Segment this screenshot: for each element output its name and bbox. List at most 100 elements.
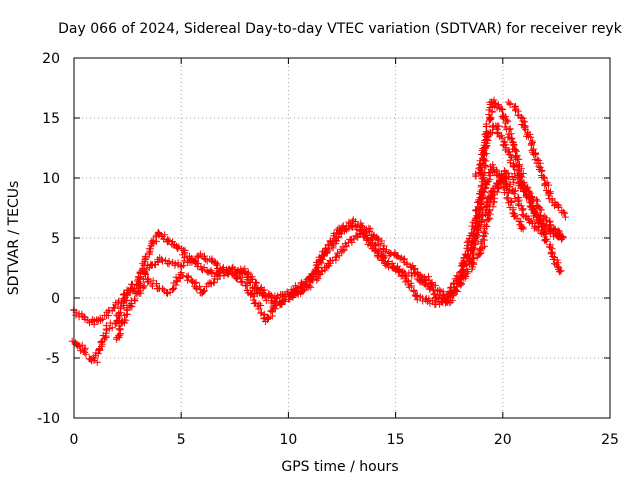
data-point	[260, 291, 268, 299]
data-point	[213, 261, 220, 269]
data-point	[288, 292, 295, 300]
data-point	[172, 281, 180, 289]
data-point	[509, 163, 517, 171]
data-point	[452, 286, 460, 294]
x-tick-label: 15	[387, 432, 405, 448]
data-point	[457, 274, 465, 282]
data-point	[233, 275, 241, 283]
data-point	[479, 154, 487, 162]
data-point	[538, 218, 546, 226]
y-tick-label: 5	[51, 231, 60, 247]
x-tick-label: 20	[494, 432, 512, 448]
data-point	[247, 291, 254, 299]
data-point	[518, 183, 526, 190]
data-point	[470, 254, 478, 262]
data-point	[237, 278, 245, 286]
chart-title: Day 066 of 2024, Sidereal Day-to-day VTE…	[58, 21, 623, 37]
data-point	[238, 278, 246, 285]
data-point	[410, 288, 418, 296]
data-point	[544, 191, 552, 199]
data-point	[216, 269, 224, 277]
data-point	[177, 269, 185, 277]
data-point	[140, 268, 148, 276]
data-point	[68, 337, 76, 345]
data-point	[207, 257, 215, 265]
data-point	[494, 183, 502, 191]
data-point	[135, 287, 143, 295]
data-point	[460, 256, 468, 264]
data-point	[557, 232, 565, 240]
data-point	[264, 293, 272, 301]
data-point	[401, 278, 409, 286]
data-point	[472, 207, 480, 215]
data-point	[84, 316, 92, 324]
data-point	[405, 283, 413, 291]
x-axis-label: GPS time / hours	[281, 459, 398, 475]
data-point	[519, 225, 527, 233]
data-point	[500, 183, 508, 191]
data-point	[98, 315, 106, 323]
data-point	[173, 244, 181, 252]
data-point	[508, 198, 516, 206]
data-point	[387, 250, 395, 257]
data-point	[499, 106, 506, 114]
data-point	[508, 153, 515, 161]
data-point	[298, 279, 305, 287]
data-point	[492, 122, 500, 130]
data-point	[327, 238, 335, 245]
data-point	[414, 270, 422, 278]
data-point	[497, 132, 505, 140]
data-point	[541, 236, 548, 244]
data-point	[510, 190, 518, 198]
data-point	[457, 268, 465, 276]
data-point	[378, 257, 386, 264]
data-point	[483, 181, 491, 189]
data-point	[334, 249, 341, 257]
x-tick-label: 5	[177, 432, 186, 448]
data-point	[550, 225, 558, 233]
data-point	[474, 203, 482, 211]
data-point	[497, 105, 505, 113]
data-point	[249, 284, 256, 292]
data-point	[153, 237, 160, 245]
data-point	[140, 261, 148, 269]
data-point	[183, 252, 191, 260]
data-point	[535, 162, 543, 170]
data-point	[448, 296, 456, 304]
data-point	[339, 225, 347, 233]
data-point	[356, 230, 364, 237]
x-tick-label: 25	[601, 432, 619, 448]
data-point	[511, 187, 519, 195]
data-point	[242, 282, 250, 290]
data-point	[434, 295, 442, 303]
data-point	[510, 178, 518, 186]
data-point	[257, 302, 264, 309]
data-point	[263, 316, 271, 323]
data-point	[192, 284, 200, 292]
data-point	[160, 235, 168, 243]
data-point	[494, 128, 502, 136]
data-point	[486, 196, 494, 204]
data-point	[116, 325, 124, 333]
data-point	[537, 206, 545, 214]
data-point	[472, 172, 480, 180]
y-tick-label: 0	[51, 291, 60, 307]
data-point	[165, 260, 173, 268]
data-point	[458, 267, 466, 275]
data-point	[335, 230, 343, 238]
data-point	[506, 100, 514, 108]
data-point	[315, 271, 323, 279]
data-point	[207, 267, 215, 275]
data-point	[510, 141, 518, 148]
data-point	[461, 250, 469, 258]
data-point	[78, 341, 86, 349]
data-point	[549, 256, 557, 263]
series-track-5	[472, 122, 565, 241]
data-point	[521, 213, 529, 221]
data-point	[477, 193, 485, 201]
data-point	[309, 276, 317, 283]
data-point	[542, 237, 550, 245]
data-point	[482, 142, 490, 150]
data-point	[108, 324, 116, 332]
data-point	[482, 120, 490, 128]
